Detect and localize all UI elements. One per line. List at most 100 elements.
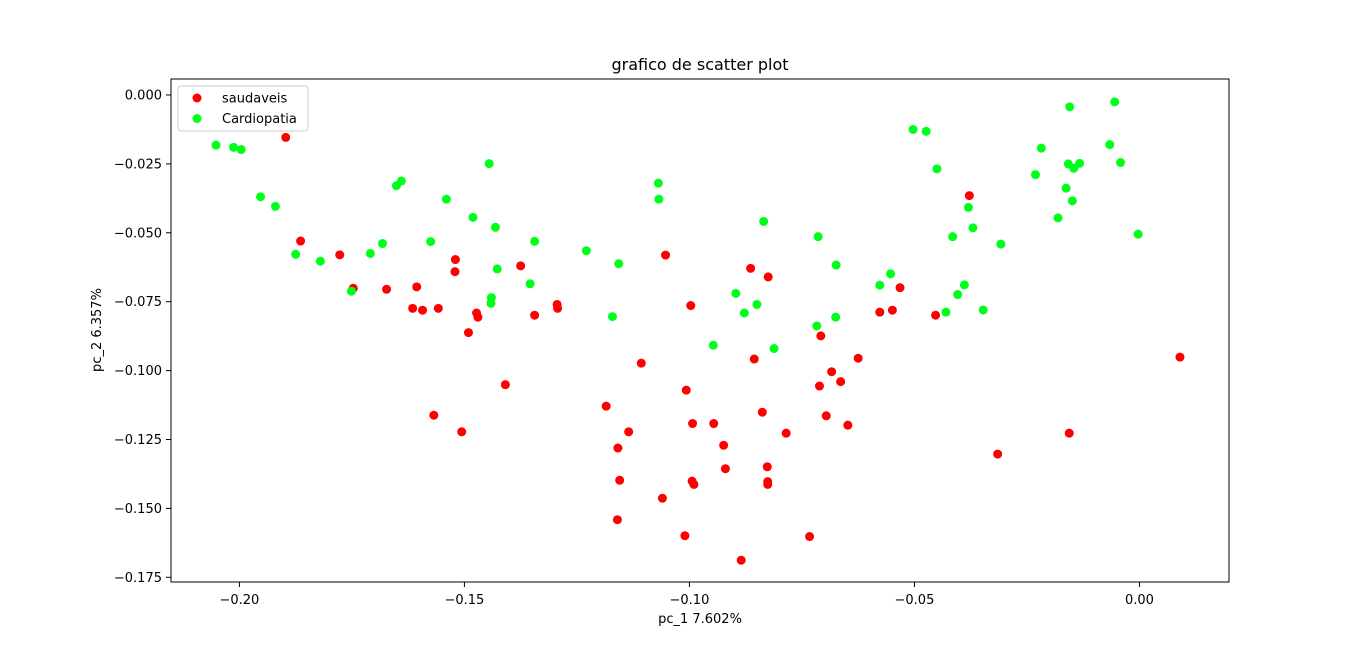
scatter-point-cardiopatia [1030,170,1040,180]
scatter-point-cardiopatia [921,126,931,136]
scatter-point-saudaveis [450,255,460,265]
legend-marker-saudaveis [192,93,202,103]
legend: saudaveis Cardiopatia [177,85,309,132]
scatter-point-saudaveis [281,132,291,142]
scatter-point-saudaveis [686,301,696,311]
scatter-point-cardiopatia [441,194,451,204]
scatter-point-cardiopatia [236,145,246,155]
scatter-point-cardiopatia [607,312,617,322]
scatter-point-saudaveis [457,427,467,437]
scatter-point-saudaveis [853,353,863,363]
legend-label-cardiopatia: Cardiopatia [222,112,297,127]
scatter-point-saudaveis [821,411,831,421]
scatter-point-cardiopatia [708,340,718,350]
scatter-point-saudaveis [763,479,773,489]
scatter-point-cardiopatia [739,308,749,318]
scatter-point-cardiopatia [1036,143,1046,153]
y-tick-label: −0.125 [114,433,162,448]
scatter-point-saudaveis [433,303,443,313]
scatter-point-cardiopatia [486,293,496,303]
scatter-point-saudaveis [781,428,791,438]
scatter-point-cardiopatia [1133,229,1143,239]
x-tick-label: −0.20 [219,593,259,608]
scatter-point-cardiopatia [959,280,969,290]
scatter-point-saudaveis [516,261,526,271]
scatter-point-cardiopatia [211,140,221,150]
scatter-point-cardiopatia [365,248,375,258]
scatter-point-saudaveis [335,250,345,260]
x-axis-ticks: −0.20 −0.15 −0.10 −0.05 0.00 [219,582,1154,608]
scatter-point-saudaveis [843,420,853,430]
scatter-point-cardiopatia [963,202,973,212]
legend-frame [177,85,309,132]
legend-marker-cardiopatia [192,114,202,123]
scatter-point-cardiopatia [396,176,406,186]
scatter-point-cardiopatia [813,232,823,242]
scatter-point-cardiopatia [1069,163,1079,173]
scatter-point-cardiopatia [270,201,280,211]
scatter-point-cardiopatia [291,249,301,259]
chart-title: grafico de scatter plot [611,55,788,74]
scatter-point-cardiopatia [490,222,500,232]
scatter-point-cardiopatia [426,237,436,247]
scatter-point-saudaveis [530,310,540,320]
scatter-point-cardiopatia [831,260,841,270]
scatter-point-saudaveis [709,419,719,429]
scatter-point-cardiopatia [653,178,663,188]
scatter-point-saudaveis [296,236,306,246]
scatter-point-saudaveis [601,401,611,411]
scatter-point-cardiopatia [831,312,841,322]
scatter-point-saudaveis [412,282,422,292]
scatter-point-saudaveis [418,305,428,315]
scatter-point-cardiopatia [229,142,239,152]
scatter-point-cardiopatia [1110,97,1120,107]
y-axis-label: pc_2 6.357% [90,288,105,372]
scatter-point-saudaveis [895,283,905,293]
scatter-point-cardiopatia [256,192,266,202]
x-axis-label: pc_1 7.602% [658,612,742,627]
scatter-point-cardiopatia [530,236,540,246]
scatter-point-cardiopatia [1116,158,1126,168]
x-tick-label: −0.10 [670,593,710,608]
scatter-point-saudaveis [736,555,746,565]
scatter-point-saudaveis [624,427,634,437]
scatter-point-saudaveis [657,493,667,503]
scatter-point-saudaveis [931,310,941,320]
scatter-point-cardiopatia [941,307,951,317]
y-axis-ticks: 0.000 −0.025 −0.050 −0.075 −0.100 −0.125 −0.15… [114,88,171,586]
scatter-point-cardiopatia [812,321,822,331]
scatter-point-saudaveis [875,307,885,317]
scatter-point-saudaveis [814,381,824,391]
scatter-point-cardiopatia [614,259,624,269]
scatter-point-saudaveis [500,380,510,390]
scatter-point-cardiopatia [484,159,494,169]
scatter-point-cardiopatia [759,216,769,226]
legend-label-saudaveis: saudaveis [222,92,288,107]
y-tick-label: −0.050 [114,226,162,241]
y-tick-label: −0.175 [114,571,162,586]
scatter-point-saudaveis [720,464,730,474]
scatter-point-saudaveis [719,440,729,450]
scatter-point-saudaveis [816,331,826,341]
scatter-point-cardiopatia [932,164,942,174]
scatter-point-saudaveis [964,191,974,201]
y-tick-label: −0.025 [114,157,162,172]
scatter-point-saudaveis [408,303,418,313]
series-saudaveis [281,132,1185,565]
x-tick-label: −0.15 [444,593,484,608]
scatter-point-saudaveis [805,532,815,542]
series-cardiopatia [211,97,1143,354]
scatter-point-cardiopatia [1105,140,1115,150]
scatter-point-saudaveis [689,479,699,489]
scatter-point-saudaveis [762,462,772,472]
scatter-point-cardiopatia [315,256,325,266]
scatter-point-cardiopatia [886,269,896,279]
scatter-point-saudaveis [746,263,756,273]
scatter-point-cardiopatia [908,124,918,134]
scatter-point-cardiopatia [875,280,885,290]
scatter-point-saudaveis [463,328,473,338]
scatter-point-saudaveis [757,407,767,417]
scatter-point-saudaveis [450,267,460,277]
scatter-point-saudaveis [681,385,691,395]
